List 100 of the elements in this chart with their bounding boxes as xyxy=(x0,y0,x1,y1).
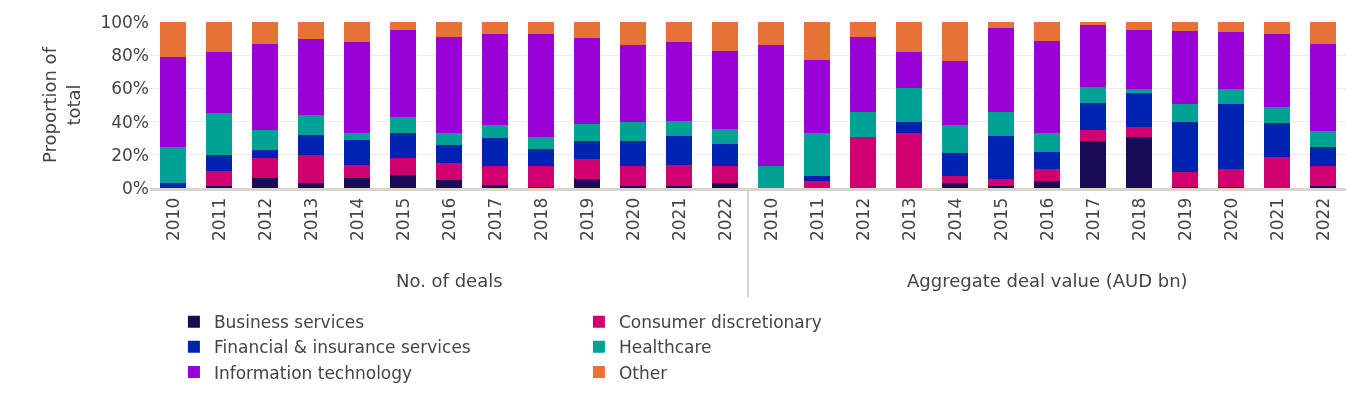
bar xyxy=(573,37,601,125)
bar xyxy=(665,135,693,165)
bar xyxy=(1079,140,1107,188)
legend-label: Business services xyxy=(213,312,365,333)
bar xyxy=(1263,22,1291,35)
y-tick-label: 60% xyxy=(111,78,149,99)
bar xyxy=(435,22,463,37)
legend-label: Information technology xyxy=(213,362,413,383)
bar xyxy=(1125,136,1153,188)
bar xyxy=(343,139,371,165)
bar xyxy=(1125,127,1153,137)
bar xyxy=(1033,133,1061,153)
bar xyxy=(987,111,1015,136)
y-tick-label: 20% xyxy=(111,144,149,165)
x-tick-label: 2013 xyxy=(300,197,321,242)
bar xyxy=(481,124,509,139)
bar xyxy=(711,166,739,184)
bar xyxy=(1217,168,1245,188)
bar xyxy=(343,41,371,134)
x-tick-label: 2016 xyxy=(1036,197,1057,242)
bar xyxy=(251,149,279,159)
bar xyxy=(1079,129,1107,141)
bar xyxy=(849,111,877,137)
bar xyxy=(1309,22,1337,45)
bar xyxy=(389,158,417,175)
bar xyxy=(1033,180,1061,188)
bar xyxy=(1263,107,1291,124)
y-tick-label: 100% xyxy=(100,11,149,32)
y-tick-label: 40% xyxy=(111,111,149,132)
text: Aggregate deal value (AUD bn) xyxy=(907,270,1188,291)
bar xyxy=(527,22,555,35)
bar xyxy=(711,144,739,167)
x-tick-label: 2012 xyxy=(852,197,873,242)
bar xyxy=(1309,146,1337,166)
bar xyxy=(1171,22,1199,32)
bar xyxy=(1171,104,1199,122)
bar xyxy=(389,30,417,117)
bar xyxy=(481,33,509,125)
bar xyxy=(297,154,325,184)
bar xyxy=(987,27,1015,112)
y-tick-label: 0% xyxy=(122,177,149,198)
bar xyxy=(757,45,785,167)
bar xyxy=(941,183,969,188)
x-tick-label: 2018 xyxy=(1128,197,1149,242)
bar xyxy=(159,146,187,184)
legend-label: Other xyxy=(618,362,668,383)
bar xyxy=(711,129,739,145)
bar xyxy=(481,22,509,34)
bar xyxy=(941,175,969,184)
bar xyxy=(941,61,969,125)
x-tick-label: 2012 xyxy=(254,197,275,242)
bar xyxy=(1309,130,1337,147)
bar xyxy=(389,116,417,134)
bar xyxy=(1217,31,1245,90)
bar xyxy=(205,22,233,52)
bar xyxy=(389,174,417,188)
bar xyxy=(481,138,509,167)
bar xyxy=(1263,157,1291,188)
bar xyxy=(1033,152,1061,169)
x-tick-label: 2021 xyxy=(668,197,689,242)
bar xyxy=(895,88,923,123)
bar xyxy=(849,136,877,188)
bar xyxy=(1125,22,1153,31)
x-tick-label: 2017 xyxy=(484,197,505,242)
x-tick-label: 2014 xyxy=(346,197,367,242)
x-tick-label: 2010 xyxy=(760,197,781,242)
bar xyxy=(665,120,693,136)
bar xyxy=(665,22,693,42)
bar xyxy=(435,179,463,188)
bar xyxy=(297,134,325,155)
bar xyxy=(251,43,279,130)
x-tick-label: 2011 xyxy=(806,197,827,242)
y-tick-label: 80% xyxy=(111,45,149,66)
bar xyxy=(1125,89,1153,94)
bar xyxy=(527,166,555,188)
x-tick-label: 2020 xyxy=(622,197,643,242)
bar xyxy=(665,41,693,121)
bar xyxy=(343,133,371,140)
bar xyxy=(803,22,831,61)
bar xyxy=(1079,86,1107,104)
bar xyxy=(803,60,831,134)
bar xyxy=(205,154,233,172)
bar xyxy=(849,22,877,37)
legend-label: Consumer discretionary xyxy=(618,312,822,333)
bar xyxy=(159,22,187,57)
bar xyxy=(343,22,371,42)
bar xyxy=(1171,172,1199,188)
bar xyxy=(1125,30,1153,90)
bar xyxy=(343,164,371,179)
bar xyxy=(573,124,601,141)
bar xyxy=(297,183,325,188)
bar xyxy=(619,22,647,46)
y-axis-title: Proportion of total xyxy=(39,46,84,163)
bar xyxy=(757,166,785,188)
bar xyxy=(803,176,831,182)
bar xyxy=(619,45,647,123)
bar xyxy=(573,140,601,159)
bar xyxy=(1033,22,1061,42)
bar xyxy=(941,153,969,176)
bar xyxy=(251,22,279,44)
